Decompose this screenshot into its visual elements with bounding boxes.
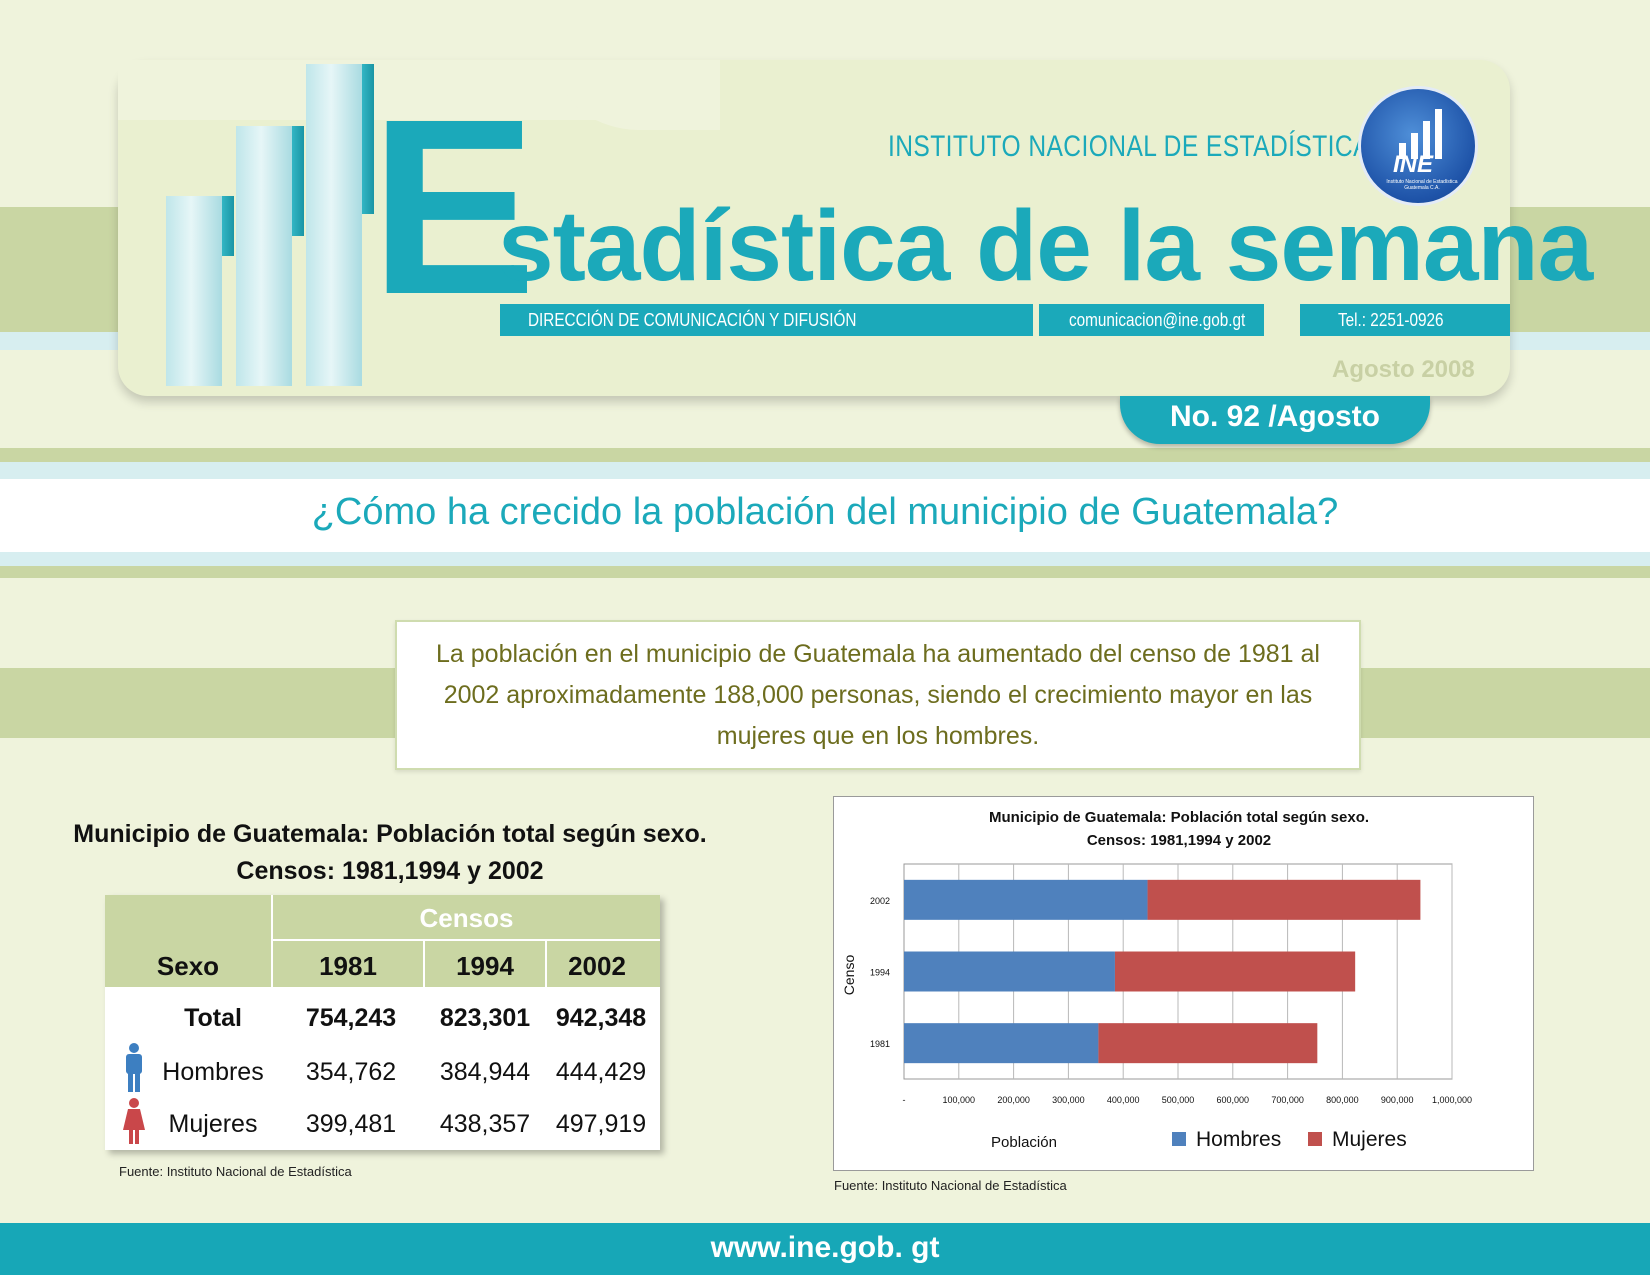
issue-date: Agosto 2008 (1332, 356, 1475, 383)
summary-text: La población en el municipio de Guatemal… (436, 640, 1320, 750)
female-person-icon (123, 1098, 145, 1144)
x-tick-label: 600,000 (1217, 1095, 1250, 1105)
decorative-bar (236, 126, 292, 386)
table-cell: 497,919 (555, 1110, 647, 1138)
ine-logo: INE Instituto Nacional de Estadística Gu… (1358, 86, 1478, 206)
y-tick-label: 2002 (870, 896, 890, 906)
year-header: 2002 (568, 951, 626, 981)
x-tick-label: 500,000 (1162, 1095, 1195, 1105)
table-cell: 444,429 (555, 1058, 647, 1086)
y-axis-label: Censo (841, 955, 857, 996)
table-cell: 354,762 (305, 1058, 397, 1086)
bar-mujeres-1994 (1114, 951, 1356, 992)
table-cell: 384,944 (439, 1058, 531, 1086)
logo-abbr: INE (1393, 151, 1434, 178)
x-tick-label: 200,000 (997, 1095, 1030, 1105)
row-label: Hombres (162, 1058, 264, 1086)
table-cell: 399,481 (305, 1110, 397, 1138)
x-tick-label: 900,000 (1381, 1095, 1414, 1105)
x-tick-label: 300,000 (1052, 1095, 1085, 1105)
bar-mujeres-1981 (1098, 1023, 1318, 1064)
legend-label-mujeres: Mujeres (1332, 1128, 1407, 1151)
male-person-icon (126, 1043, 142, 1092)
decorative-bar (222, 196, 234, 256)
issue-tab: No. 92 /Agosto (1120, 396, 1430, 444)
table-title: Municipio de Guatemala: Población total … (70, 816, 710, 890)
sex-header: Sexo (156, 951, 220, 981)
background-band (0, 448, 1650, 462)
website-link[interactable]: www.ine.gob. gt (710, 1231, 940, 1264)
legend-swatch-mujeres (1308, 1132, 1322, 1146)
table-title-line2: Censos: 1981,1994 y 2002 (236, 857, 544, 885)
table-cell: 942,348 (555, 1004, 647, 1032)
legend-swatch-hombres (1172, 1132, 1186, 1146)
header-notch (118, 60, 638, 120)
title-initial: E (370, 67, 537, 346)
page-title: stadística de la semana (498, 190, 1593, 302)
bar-hombres-2002 (904, 879, 1148, 920)
x-axis-label: Población (991, 1134, 1057, 1151)
summary-box: La población en el municipio de Guatemal… (395, 620, 1361, 770)
x-tick-label: 100,000 (943, 1095, 976, 1105)
question-band (0, 479, 1650, 552)
row-label: Total (184, 1004, 242, 1032)
table-title-line1: Municipio de Guatemala: Población total … (73, 820, 707, 848)
decorative-bar (362, 64, 374, 214)
x-tick-label: 800,000 (1326, 1095, 1359, 1105)
year-header: 1981 (319, 951, 377, 981)
decorative-bar (166, 196, 222, 386)
phone-strip: Tel.: 2251-0926 (1300, 304, 1510, 336)
y-tick-label: 1994 (870, 968, 890, 978)
bar-mujeres-2002 (1147, 879, 1421, 920)
decorative-bar (292, 126, 304, 236)
chart-title-line2: Censos: 1981,1994 y 2002 (1087, 832, 1271, 849)
table-header: Censos Sexo 1981 1994 2002 (105, 895, 660, 987)
background-band (0, 462, 1650, 479)
table-cell: 754,243 (305, 1004, 397, 1032)
y-tick-label: 1981 (870, 1039, 890, 1049)
background-band (0, 552, 1650, 566)
decorative-bar (306, 64, 362, 386)
bar-hombres-1981 (904, 1023, 1099, 1064)
x-tick-label: 1,000,000 (1432, 1095, 1472, 1105)
x-tick-label: 700,000 (1271, 1095, 1304, 1105)
chart-panel: Municipio de Guatemala: Población total … (833, 796, 1534, 1171)
table-cell: 823,301 (439, 1004, 531, 1032)
row-label: Mujeres (168, 1110, 258, 1138)
phone-label: Tel.: 2251-0926 (1338, 310, 1444, 330)
bar-hombres-1994 (904, 951, 1115, 992)
department-label: DIRECCIÓN DE COMUNICACIÓN Y DIFUSIÓN (528, 310, 857, 330)
chart-source: Fuente: Instituto Nacional de Estadístic… (834, 1178, 1067, 1193)
chart-title-line1: Municipio de Guatemala: Población total … (989, 809, 1369, 826)
question-heading: ¿Cómo ha crecido la población del munici… (311, 491, 1339, 533)
year-header: 1994 (456, 951, 514, 981)
population-chart: Municipio de Guatemala: Población total … (841, 809, 1472, 1151)
group-header: Censos (419, 903, 514, 933)
background-band (0, 566, 1650, 578)
footer-bar: www.ine.gob. gt (0, 1223, 1650, 1275)
legend-label-hombres: Hombres (1196, 1128, 1281, 1151)
x-tick-label: - (903, 1095, 906, 1105)
logo-text: Instituto Nacional de Estadística Guatem… (1386, 179, 1458, 191)
email-label: comunicacion@ine.gob.gt (1069, 310, 1246, 330)
department-strip: DIRECCIÓN DE COMUNICACIÓN Y DIFUSIÓN (500, 304, 1033, 336)
population-table: Censos Sexo 1981 1994 2002 Total 754,243… (105, 895, 660, 1150)
institute-name: INSTITUTO NACIONAL DE ESTADÍSTICA (888, 130, 1370, 163)
email-strip: comunicacion@ine.gob.gt (1039, 304, 1264, 336)
table-cell: 438,357 (439, 1110, 531, 1138)
table-source: Fuente: Instituto Nacional de Estadístic… (119, 1164, 352, 1179)
issue-number: No. 92 /Agosto (1169, 400, 1380, 433)
x-tick-label: 400,000 (1107, 1095, 1140, 1105)
